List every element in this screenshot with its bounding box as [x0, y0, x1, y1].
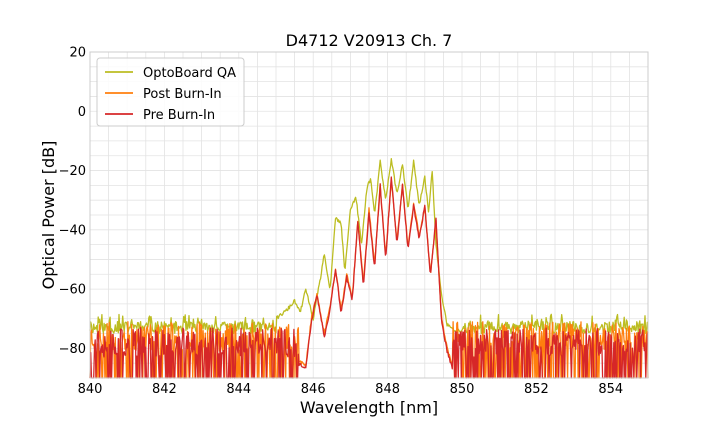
- x-tick-label: 854: [598, 382, 623, 397]
- y-tick-label: −40: [59, 223, 86, 238]
- y-axis-label: Optical Power [dB]: [39, 141, 58, 290]
- x-tick-label: 852: [524, 382, 549, 397]
- series-line-0: [89, 158, 649, 335]
- y-tick-label: −80: [59, 342, 86, 357]
- legend-box: [96, 57, 245, 127]
- y-tick-label: 0: [78, 105, 86, 120]
- y-tick-label: −20: [59, 164, 86, 179]
- legend: OptoBoard QA Post Burn-In Pre Burn-In: [96, 57, 245, 127]
- x-tick-label: 846: [301, 382, 326, 397]
- plot-frame: [89, 51, 649, 379]
- x-tick-label: 840: [78, 382, 103, 397]
- y-tick-label: 20: [69, 46, 86, 61]
- series-line-2: [89, 176, 649, 379]
- legend-label: OptoBoard QA: [143, 66, 236, 81]
- legend-label: Post Burn-In: [143, 87, 222, 102]
- x-tick-labels: 840 842 844 846 848 850 852 854: [78, 382, 624, 397]
- y-tick-label: −60: [59, 283, 86, 298]
- x-tick-label: 848: [375, 382, 400, 397]
- x-tick-label: 844: [226, 382, 251, 397]
- y-tick-labels: 20 0 −20 −40 −60 −80: [59, 46, 86, 357]
- chart-title: D4712 V20913 Ch. 7: [286, 31, 453, 50]
- x-tick-label: 842: [152, 382, 177, 397]
- x-tick-label: 850: [450, 382, 475, 397]
- legend-label: Pre Burn-In: [143, 108, 215, 123]
- x-axis-label: Wavelength [nm]: [300, 398, 438, 417]
